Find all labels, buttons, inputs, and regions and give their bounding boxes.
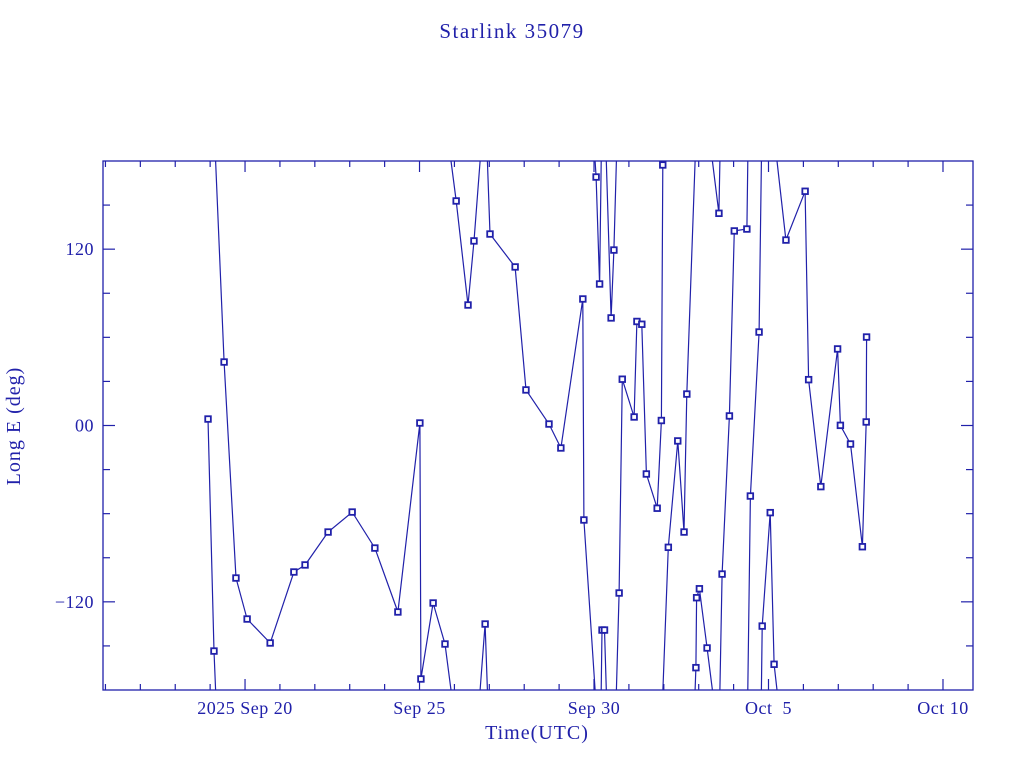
data-point-marker [579,295,587,303]
data-point-marker [557,444,565,452]
y-tick-label: 120 [66,239,95,259]
data-point-marker [580,516,588,524]
series-line [207,160,868,691]
data-point-marker [638,320,646,328]
data-point-marker [653,504,661,512]
data-point-marker [266,639,274,647]
data-point-marker [846,440,855,448]
data-point-marker [782,236,790,244]
data-point-marker [703,644,711,652]
data-point-marker [394,608,402,616]
data-point-marker [481,620,489,628]
data-point-marker [630,413,638,421]
data-point-marker [725,412,734,420]
data-point-marker [862,418,870,426]
data-point-marker [441,640,449,648]
data-point-marker [692,594,701,602]
data-point-marker [511,263,519,271]
data-point-marker [758,622,766,630]
data-point-marker [615,589,623,597]
x-tick-label: Sep 25 [393,698,446,718]
data-point-marker [836,421,845,430]
data-point-marker [417,675,425,683]
data-point-marker [674,437,682,445]
data-point-marker [592,173,600,181]
data-point-marker [210,647,218,655]
data-point-marker [204,415,212,423]
data-point-marker [522,386,530,394]
data-point-marker [680,528,688,536]
data-point-marker [801,187,809,195]
data-point-marker [324,528,332,536]
data-point-marker [618,375,626,383]
data-point-marker [464,301,472,309]
x-axis-label: Time(UTC) [485,722,589,744]
y-tick-label: −120 [55,592,94,612]
chart-title: Starlink 35079 [439,19,584,43]
data-point-marker [610,246,618,254]
data-point-marker [746,492,755,500]
data-point-marker [804,375,813,384]
data-point-marker [301,561,309,569]
data-point-marker [348,508,356,516]
x-tick-label: 2025 Sep 20 [197,698,293,718]
data-point-marker [607,314,615,322]
data-point-marker [817,482,825,491]
data-point-marker [232,574,240,582]
data-point-marker [743,225,751,233]
data-point-marker [692,663,700,672]
x-tick-label: Oct 10 [917,698,969,718]
data-point-marker [595,280,604,288]
data-point-marker [486,230,494,238]
x-tick-label: Oct 5 [745,698,792,718]
data-point-marker [243,615,251,623]
x-tick-label: Sep 30 [568,698,621,718]
data-point-marker [659,161,667,169]
data-point-marker [371,544,379,552]
data-point-marker [683,390,691,398]
y-tick-label: 00 [75,416,94,436]
data-point-marker [545,420,553,428]
data-point-marker [695,585,704,593]
data-point-marker [755,328,763,336]
data-point-marker [290,568,298,576]
data-point-marker [642,470,651,478]
plot-area: 2025 Sep 20 Sep 25 Sep 30 Oct 5 Oct 10 120 00 −… [55,160,974,718]
data-point-marker [664,543,673,552]
data-point-marker [833,345,842,353]
data-point-marker [766,508,774,517]
data-point-marker [220,358,228,366]
data-point-marker [452,197,460,205]
data-point-marker [715,209,723,218]
data-point-marker [770,660,778,668]
data-point-marker [429,599,437,607]
data-point-marker [470,237,478,245]
data-point-marker [600,626,609,634]
data-point-marker [862,333,871,341]
data-point-marker [858,543,867,551]
data-point-marker [657,416,666,425]
data-point-marker [416,419,424,427]
data-point-marker [730,227,738,235]
data-point-marker [718,570,726,578]
y-axis-label: Long E (deg) [3,367,25,486]
